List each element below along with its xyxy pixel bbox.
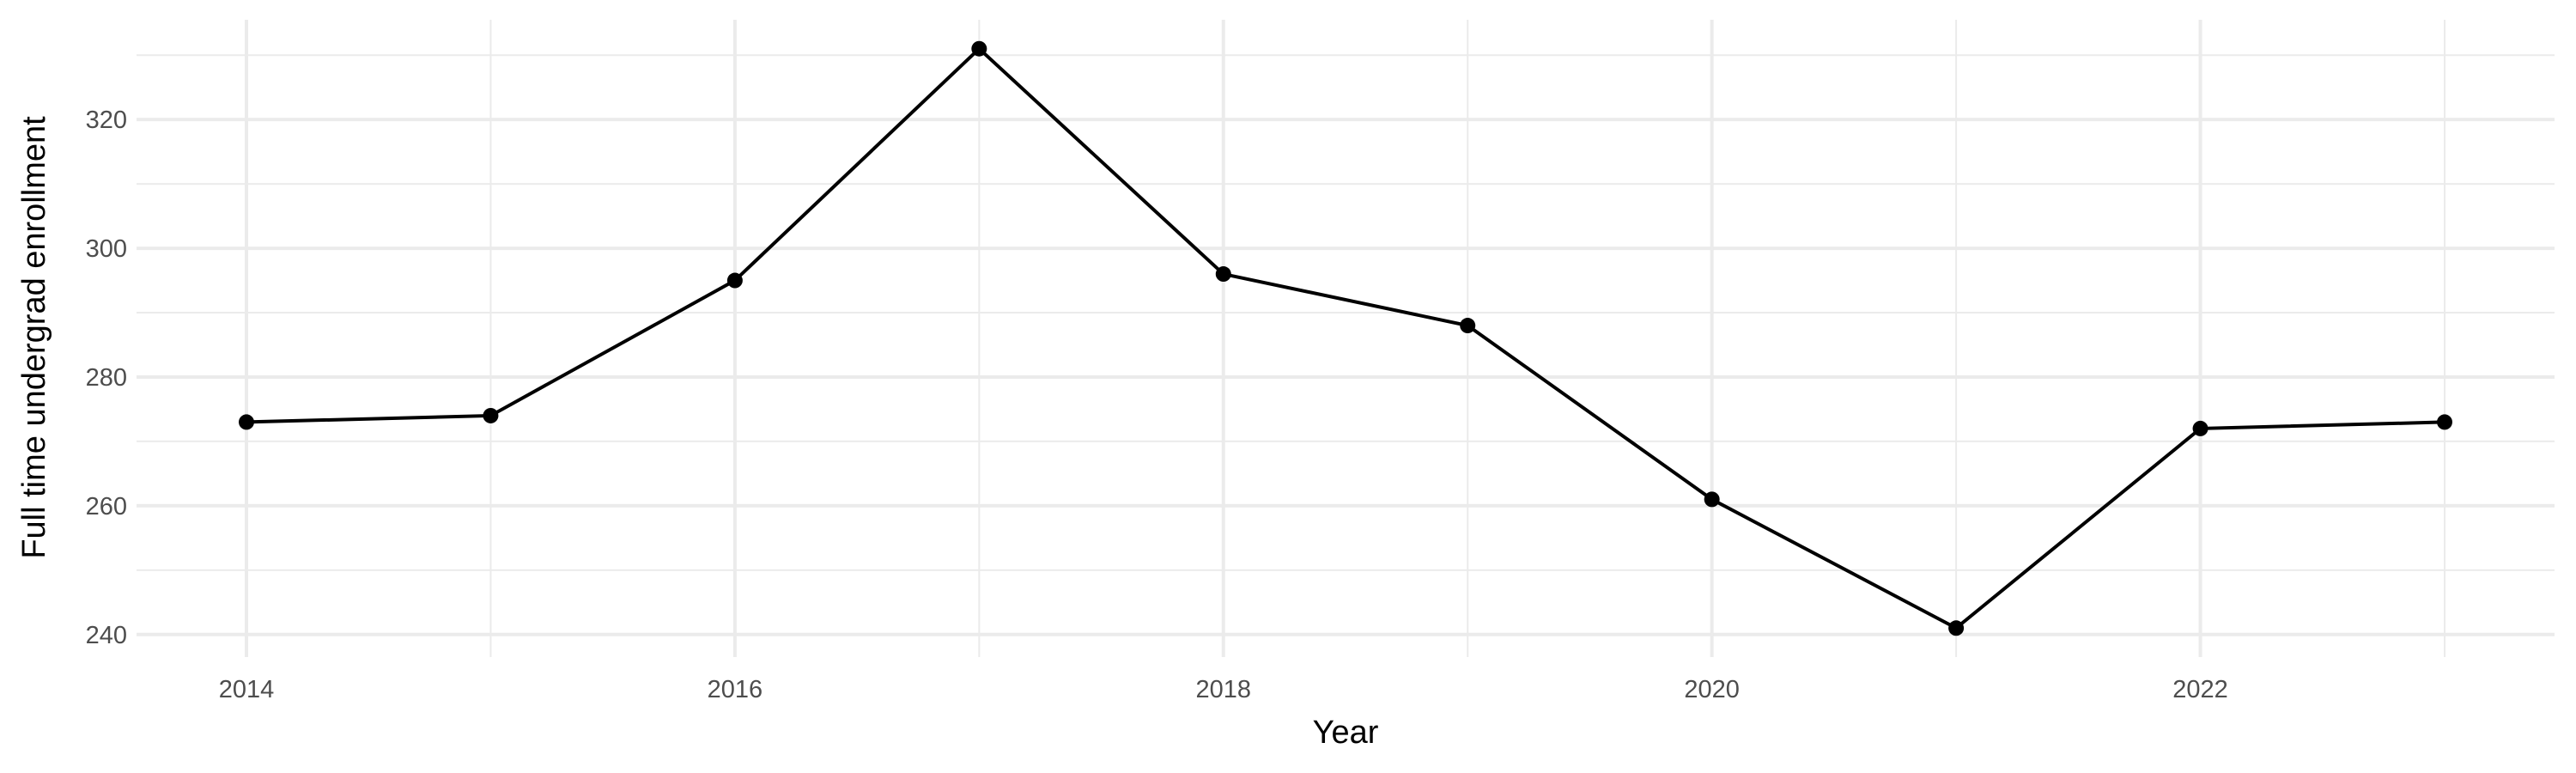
data-point xyxy=(1948,620,1965,636)
y-tick-label: 260 xyxy=(86,493,127,520)
data-point xyxy=(483,407,499,423)
data-point xyxy=(726,272,743,289)
y-axis-ticks: 240 260 280 300 320 xyxy=(86,107,127,649)
x-tick-label: 2022 xyxy=(2172,676,2228,703)
x-axis-title: Year xyxy=(1313,715,1379,751)
data-point xyxy=(239,414,254,430)
data-point xyxy=(2437,414,2452,430)
series-line xyxy=(246,46,2445,630)
series-line-path xyxy=(246,46,2445,630)
y-tick-label: 320 xyxy=(86,107,127,134)
x-axis-ticks: 2014 2016 2018 2020 2022 xyxy=(219,676,2228,703)
data-point xyxy=(1460,318,1476,334)
data-points xyxy=(239,40,2452,636)
y-tick-label: 280 xyxy=(86,364,127,392)
data-point xyxy=(1215,266,1231,283)
data-point xyxy=(1704,491,1720,508)
data-point xyxy=(971,40,987,57)
y-axis-title: Full time undergrad enrollment xyxy=(16,116,52,559)
grid xyxy=(137,20,2555,657)
data-point xyxy=(2192,420,2208,436)
x-tick-label: 2016 xyxy=(708,676,763,703)
y-tick-label: 300 xyxy=(86,235,127,263)
x-tick-label: 2020 xyxy=(1684,676,1740,703)
x-tick-label: 2018 xyxy=(1196,676,1252,703)
y-tick-label: 240 xyxy=(86,622,127,649)
x-tick-label: 2014 xyxy=(219,676,275,703)
